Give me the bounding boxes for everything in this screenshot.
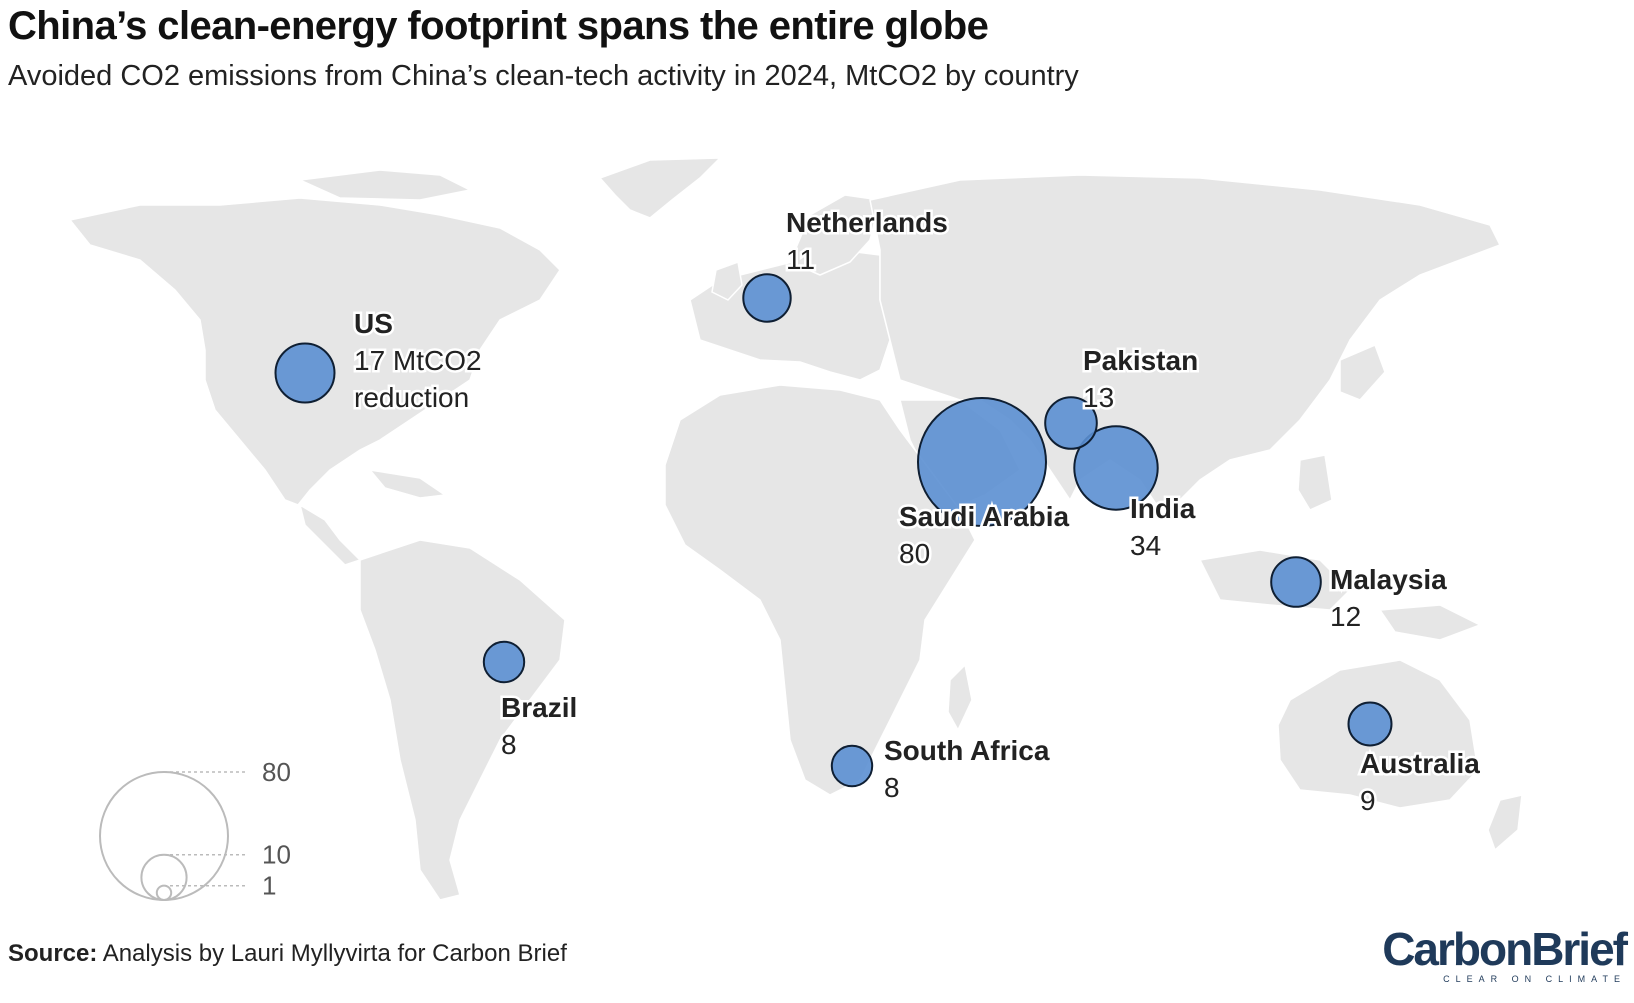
label-country-india: India <box>1130 493 1196 524</box>
label-value-south-africa: 8 <box>884 772 900 803</box>
label-value-india: 34 <box>1130 530 1161 561</box>
bubble-saudi-arabia <box>917 397 1047 527</box>
label-extra-us: reduction <box>354 382 469 413</box>
land-arctic-islands <box>297 169 473 201</box>
label-country-malaysia: Malaysia <box>1330 564 1447 595</box>
legend-circle-10 <box>140 853 188 902</box>
bubble-layer <box>274 273 1393 788</box>
land-south-america <box>359 539 566 901</box>
label-layer: US 17 MtCO2 reduction Netherlands 11 Pakistan… <box>352 205 1483 819</box>
bubble-netherlands <box>742 273 792 323</box>
label-value-netherlands: 11 <box>786 244 815 275</box>
legend-circle-1 <box>155 884 173 901</box>
label-value-australia: 9 <box>1360 785 1376 816</box>
legend-value-1: 1 <box>262 871 276 901</box>
logo-tagline: CLEAR ON CLIMATE <box>1443 974 1626 984</box>
carbonbrief-logo: CarbonBrief CLEAR ON CLIMATE <box>1382 923 1628 984</box>
land-caribbean <box>368 468 448 499</box>
land-new-zealand <box>1487 794 1523 852</box>
land-philippines <box>1297 454 1333 511</box>
bubble-south-africa <box>830 744 874 788</box>
land-central-america <box>298 503 362 566</box>
label-value-us: 17 MtCO2 <box>354 345 482 376</box>
label-country-netherlands: Netherlands <box>786 207 948 238</box>
land-new-guinea <box>1378 604 1482 641</box>
label-country-pakistan: Pakistan <box>1083 345 1198 376</box>
source-text: Analysis by Lauri Myllyvirta for Carbon … <box>97 940 567 967</box>
land-japan <box>1339 343 1386 401</box>
chart-title: China’s clean-energy footprint spans the… <box>8 4 989 48</box>
label-value-saudi-arabia: 80 <box>899 538 930 569</box>
bubble-us <box>274 342 336 404</box>
label-value-pakistan: 13 <box>1083 382 1114 413</box>
label-country-saudi-arabia: Saudi Arabia <box>899 501 1070 532</box>
land-madagascar <box>947 663 973 732</box>
legend-value-10: 10 <box>262 840 291 870</box>
bubble-australia <box>1347 701 1393 747</box>
label-country-us: US <box>354 308 393 339</box>
bubble-pakistan <box>1044 396 1098 450</box>
land-greenland <box>598 157 722 219</box>
label-country-australia: Australia <box>1360 748 1480 779</box>
bubble-india <box>1073 425 1159 511</box>
bubble-brazil <box>482 640 526 684</box>
bubble-malaysia <box>1270 556 1322 608</box>
size-legend: 80 101 <box>99 757 291 902</box>
source-note: Source: Analysis by Lauri Myllyvirta for… <box>8 940 567 968</box>
label-value-brazil: 8 <box>501 729 517 760</box>
label-country-brazil: Brazil <box>501 692 577 723</box>
land-uk <box>711 260 743 301</box>
chart-subtitle: Avoided CO2 emissions from China’s clean… <box>8 60 1079 92</box>
label-value-malaysia: 12 <box>1330 601 1361 632</box>
logo-main: CarbonBrief <box>1382 923 1628 975</box>
source-label: Source: <box>8 940 98 967</box>
land-africa <box>664 384 976 796</box>
legend-value-80: 80 <box>262 757 291 787</box>
label-country-south-africa: South Africa <box>884 735 1050 766</box>
legend-circle-80 <box>99 771 229 901</box>
